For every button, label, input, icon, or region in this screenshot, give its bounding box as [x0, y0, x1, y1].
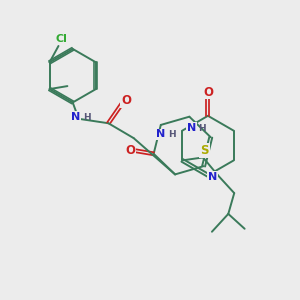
Text: H: H — [83, 113, 91, 122]
Text: O: O — [121, 94, 131, 107]
Text: S: S — [200, 144, 209, 158]
Text: N: N — [208, 172, 217, 182]
Text: N: N — [71, 112, 80, 122]
Text: N: N — [187, 123, 196, 133]
Text: H: H — [168, 130, 176, 139]
Text: O: O — [125, 144, 135, 157]
Text: Cl: Cl — [56, 34, 68, 44]
Text: H: H — [198, 124, 206, 133]
Text: O: O — [203, 85, 213, 98]
Text: N: N — [156, 129, 165, 140]
